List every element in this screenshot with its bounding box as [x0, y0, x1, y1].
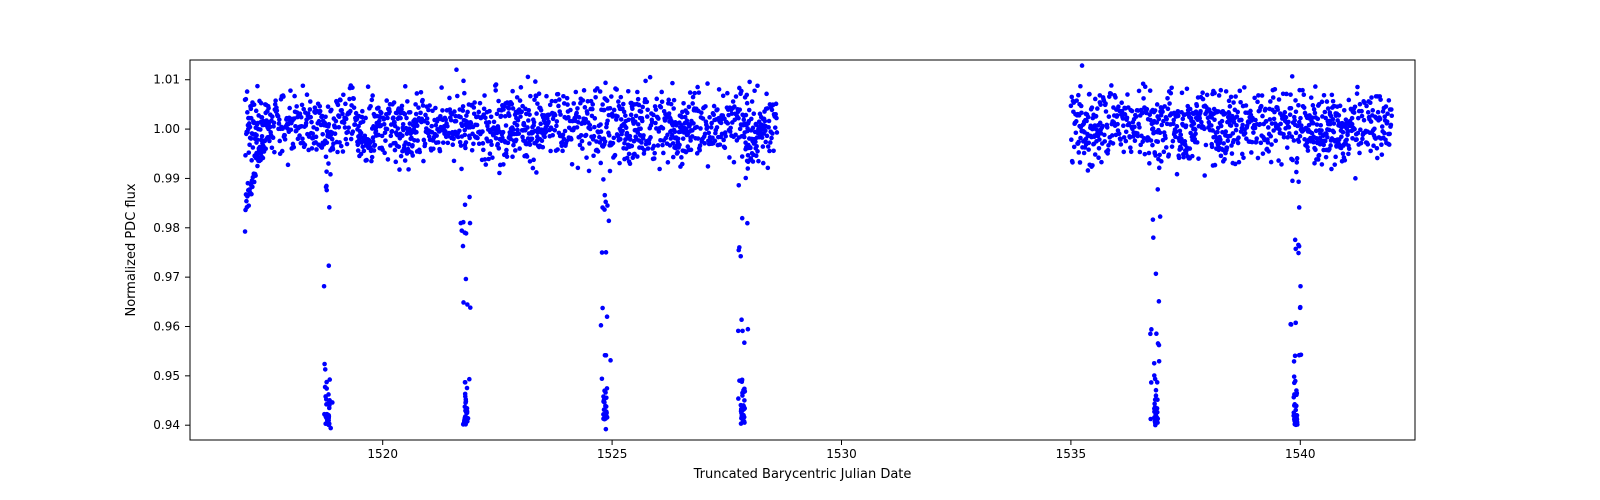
light-curve-chart: 1520 1525 1530 1535 1540 0.94 0.95 0.96 0.97 0.98… [0, 0, 1600, 500]
x-tick-label: 1530 [826, 447, 857, 461]
y-tick-label: 0.99 [153, 171, 180, 185]
y-tick-label: 0.97 [153, 270, 180, 284]
x-tick-label: 1540 [1285, 447, 1316, 461]
x-tick-label: 1535 [1056, 447, 1087, 461]
y-axis-label: Normalized PDC flux [124, 183, 139, 316]
y-tick-label: 0.96 [153, 319, 180, 333]
x-tick-label: 1520 [367, 447, 398, 461]
y-tick-label: 1.01 [153, 73, 180, 87]
x-axis-label: Truncated Barycentric Julian Date [693, 467, 912, 482]
y-tick-label: 1.00 [153, 122, 180, 136]
y-tick-label: 0.98 [153, 221, 180, 235]
y-tick-label: 0.95 [153, 369, 180, 383]
chart-container: 1520 1525 1530 1535 1540 0.94 0.95 0.96 0.97 0.98… [0, 0, 1600, 500]
x-tick-label: 1525 [597, 447, 628, 461]
y-tick-label: 0.94 [153, 418, 180, 432]
